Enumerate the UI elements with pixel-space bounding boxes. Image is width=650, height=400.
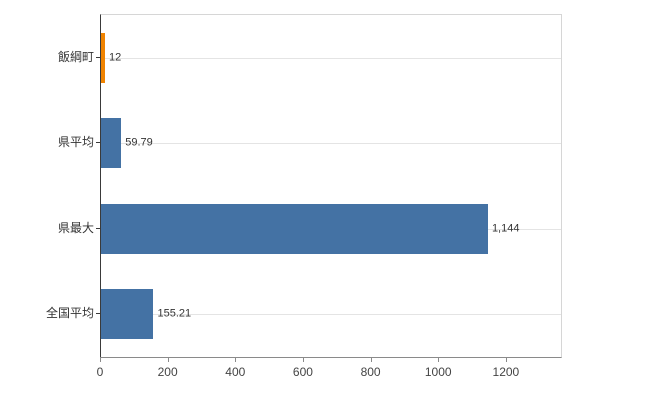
bar-value-label: 1,144 (491, 222, 520, 235)
bar (101, 118, 122, 169)
bar-value-label: 12 (109, 51, 122, 64)
category-label: 飯綱町 (57, 49, 94, 64)
bar (101, 203, 488, 254)
bar (101, 32, 106, 83)
x-axis-tick (370, 357, 372, 362)
x-axis-tick (100, 357, 101, 362)
x-tick-label: 600 (292, 365, 313, 379)
x-axis-tick (167, 357, 169, 362)
gridline (101, 57, 561, 59)
gridline (101, 314, 561, 316)
x-axis-tick (302, 357, 304, 362)
x-axis-tick (235, 357, 237, 362)
x-tick-label: 200 (157, 365, 178, 379)
plot-area: 12 59.79 1,144 155.21 (100, 14, 562, 358)
y-axis-tick (96, 142, 100, 144)
category-label: 県最大 (57, 220, 94, 235)
category-label: 県平均 (57, 135, 94, 150)
x-axis-tick (438, 357, 440, 362)
x-tick-label: 0 (96, 365, 104, 379)
x-axis-tick (505, 357, 507, 362)
category-label: 全国平均 (45, 306, 94, 321)
x-tick-label: 400 (225, 365, 246, 379)
y-axis-tick (96, 313, 100, 315)
y-axis-tick (96, 227, 100, 229)
x-tick-label: 1000 (424, 365, 452, 379)
bar (101, 289, 154, 340)
y-axis-tick (96, 56, 100, 58)
x-tick-label: 1200 (492, 365, 520, 379)
bar-value-label: 59.79 (125, 136, 153, 149)
gridline (101, 143, 561, 145)
x-tick-label: 800 (360, 365, 381, 379)
bar-value-label: 155.21 (157, 307, 192, 320)
